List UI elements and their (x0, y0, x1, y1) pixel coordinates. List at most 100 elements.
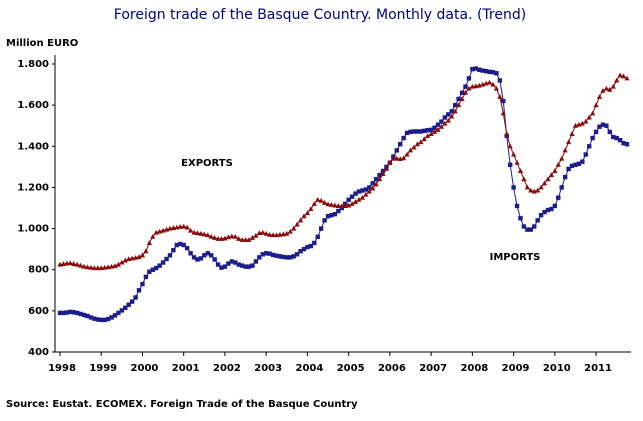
data-point (556, 195, 561, 200)
data-point (373, 177, 379, 182)
data-point (181, 242, 186, 248)
data-point (401, 135, 406, 141)
y-tick-label: 400 (28, 347, 49, 358)
data-point (139, 252, 146, 258)
data-point (583, 152, 588, 157)
data-point (222, 264, 228, 269)
data-point (545, 176, 551, 182)
data-point (91, 265, 97, 271)
data-point (298, 249, 303, 254)
data-point (431, 129, 438, 134)
data-point (352, 199, 359, 204)
data-point (208, 234, 214, 239)
data-point (414, 141, 420, 147)
x-tick-label: 2009 (502, 363, 530, 374)
data-point (346, 202, 352, 208)
x-tick-label: 2002 (213, 363, 241, 374)
data-point (78, 262, 84, 268)
data-point (610, 83, 616, 89)
y-tick-label: 1.600 (17, 100, 49, 111)
data-point (408, 129, 413, 135)
data-point (184, 224, 190, 230)
data-point (116, 310, 121, 316)
data-point (428, 131, 434, 136)
data-point (253, 259, 259, 264)
data-point (126, 302, 131, 307)
data-point (160, 260, 166, 265)
data-point (500, 110, 506, 116)
data-point (411, 129, 417, 134)
data-point (456, 96, 461, 102)
data-point (85, 313, 90, 319)
data-point (452, 108, 458, 114)
data-point (187, 227, 194, 233)
data-point (511, 151, 517, 157)
data-point (603, 85, 609, 91)
x-tick-label: 2003 (254, 363, 282, 374)
data-point (504, 131, 510, 136)
data-point (565, 139, 572, 145)
data-point (387, 159, 393, 165)
data-point (229, 259, 235, 264)
data-point (538, 184, 544, 190)
data-point (555, 162, 561, 167)
data-point (346, 197, 351, 202)
data-point (586, 114, 592, 120)
data-point (301, 213, 307, 219)
data-point (312, 240, 317, 246)
data-point (297, 217, 304, 223)
data-point (480, 68, 485, 73)
y-axis-label: Million EURO (6, 38, 78, 49)
data-point (446, 112, 451, 117)
data-point (219, 265, 224, 270)
data-point (614, 77, 620, 83)
data-point (84, 264, 91, 270)
data-point (236, 236, 242, 241)
data-point (102, 317, 107, 323)
data-point (600, 122, 606, 127)
data-point (215, 262, 221, 267)
data-point (301, 246, 307, 252)
data-point (445, 117, 451, 123)
data-point (421, 136, 427, 142)
data-point (432, 125, 437, 130)
data-point (511, 185, 516, 190)
data-point (404, 151, 410, 157)
data-point (68, 309, 73, 315)
x-tick-label: 2000 (131, 363, 159, 374)
data-point (191, 229, 197, 235)
data-point (146, 240, 152, 245)
data-point (322, 200, 328, 205)
data-point (136, 288, 142, 293)
data-point (459, 90, 465, 95)
x-tick-label: 2008 (460, 363, 488, 374)
data-point (490, 70, 496, 75)
data-point (167, 253, 173, 258)
data-point (147, 269, 152, 274)
data-point (593, 102, 599, 108)
data-point (370, 185, 376, 191)
data-point (349, 194, 355, 199)
data-point (435, 127, 441, 132)
data-point (611, 134, 616, 140)
x-tick-label: 1999 (89, 363, 117, 374)
data-point (61, 310, 66, 316)
data-point (328, 202, 335, 207)
data-point (305, 244, 310, 250)
data-point (249, 235, 256, 240)
data-point (452, 102, 458, 108)
data-point (325, 214, 331, 219)
data-point (559, 155, 565, 161)
data-point (525, 227, 530, 232)
series-label: EXPORTS (181, 158, 233, 169)
data-point (154, 265, 159, 271)
data-point (614, 135, 619, 141)
data-point (422, 128, 427, 134)
data-point (194, 230, 201, 236)
data-point (191, 255, 197, 260)
data-point (122, 257, 128, 263)
data-point (435, 122, 441, 127)
data-point (583, 118, 589, 124)
data-point (377, 172, 382, 178)
data-point (267, 251, 272, 256)
